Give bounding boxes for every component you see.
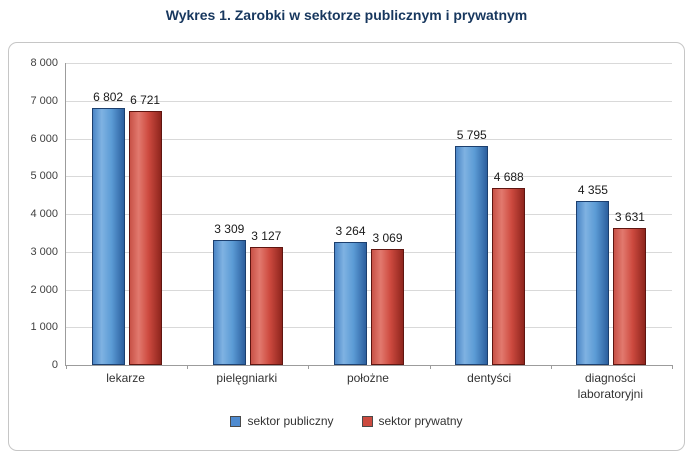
x-axis-category-label: położne (346, 371, 389, 385)
gridline (66, 251, 672, 253)
bar-value-label: 6 802 (93, 90, 124, 105)
chart-frame: 8 000 7 000 6 000 5 000 4 000 3 000 2 000 1 000… (8, 42, 685, 451)
bar-fill (249, 246, 283, 365)
legend-label: sektor prywatny (378, 414, 463, 428)
bar-value-label: 5 795 (456, 128, 487, 143)
y-tick-label: 5 000 (30, 170, 58, 183)
bar-fill (492, 188, 526, 365)
bar: 6 802 (91, 90, 125, 365)
bar: 3 309 (212, 222, 246, 365)
x-axis-tick (66, 365, 67, 369)
bar-group: 3 309 3 127 (187, 63, 308, 365)
y-tick-label: 1 000 (30, 321, 58, 334)
bar: 6 721 (128, 93, 162, 365)
y-tick-label: 7 000 (30, 94, 58, 107)
gridline (66, 100, 672, 102)
bar-value-label: 4 688 (493, 170, 524, 185)
bar-fill (212, 240, 246, 365)
y-tick-label: 3 000 (30, 245, 58, 258)
x-axis-labels: lekarze pielęgniarki położne dentyści diagno… (65, 371, 671, 402)
bar-fill (576, 200, 610, 365)
bar-value-label: 3 264 (335, 223, 366, 238)
bar: 3 264 (334, 224, 367, 365)
bar-fill (128, 111, 162, 365)
plot-area: 8 000 7 000 6 000 5 000 4 000 3 000 2 000 1 000… (30, 57, 673, 371)
x-axis-tick (429, 365, 431, 369)
legend-item: sektor publiczny (230, 414, 334, 428)
legend-label: sektor publiczny (247, 414, 334, 428)
bar: 3 631 (613, 210, 647, 365)
x-axis-category-label: lekarze (106, 371, 145, 385)
bar-value-label: 4 355 (577, 182, 608, 197)
x-axis-category-label: dentyści (467, 371, 512, 385)
legend: sektor publiczny sektor prywatny (9, 414, 684, 428)
bar-fill (371, 249, 404, 365)
bar-group: 5 795 4 688 (430, 63, 551, 365)
bar-groups: 6 802 6 721 3 309 3 127 3 264 3 069 5 795 4 688… (66, 63, 672, 365)
gridline (66, 289, 672, 291)
legend-item: sektor prywatny (361, 414, 463, 428)
x-axis-tick (550, 365, 552, 369)
bar-value-label: 3 127 (251, 228, 282, 243)
y-tick-label: 2 000 (30, 283, 58, 296)
bar-group: 4 355 3 631 (551, 63, 672, 365)
x-axis-category-label: diagności laboratoryjni (577, 371, 644, 401)
bar-value-label: 3 309 (214, 222, 245, 237)
x-axis-tick (672, 365, 673, 369)
x-axis-tick (308, 365, 310, 369)
bar: 4 688 (492, 170, 526, 365)
y-tick-label: 4 000 (30, 208, 58, 220)
gridline (66, 176, 672, 178)
bar: 3 069 (371, 231, 404, 365)
gridline (66, 138, 672, 140)
bar: 5 795 (455, 128, 489, 365)
legend-swatch-icon (361, 415, 373, 427)
bar-value-label: 3 069 (372, 231, 403, 246)
legend-swatch-icon (230, 415, 242, 427)
bar-fill (334, 241, 367, 365)
x-axis-tick (187, 365, 189, 369)
gridline (66, 327, 672, 329)
bar-fill (455, 146, 489, 365)
bar-fill (91, 108, 125, 365)
y-tick-label: 8 000 (30, 57, 58, 69)
bar: 3 127 (249, 229, 283, 365)
bar: 4 355 (576, 183, 610, 365)
bar-fill (613, 227, 647, 365)
gridline (66, 63, 672, 64)
chart-title: Wykres 1. Zarobki w sektorze publicznym … (165, 7, 528, 23)
bar-group: 6 802 6 721 (66, 63, 187, 365)
x-axis-category-label: pielęgniarki (216, 371, 278, 385)
bar-value-label: 6 721 (130, 93, 161, 108)
bar-value-label: 3 631 (614, 209, 645, 224)
gridline (66, 214, 672, 215)
y-tick-label: 6 000 (30, 132, 58, 145)
y-tick-label: 0 (51, 359, 58, 371)
bar-group: 3 264 3 069 (308, 63, 429, 365)
